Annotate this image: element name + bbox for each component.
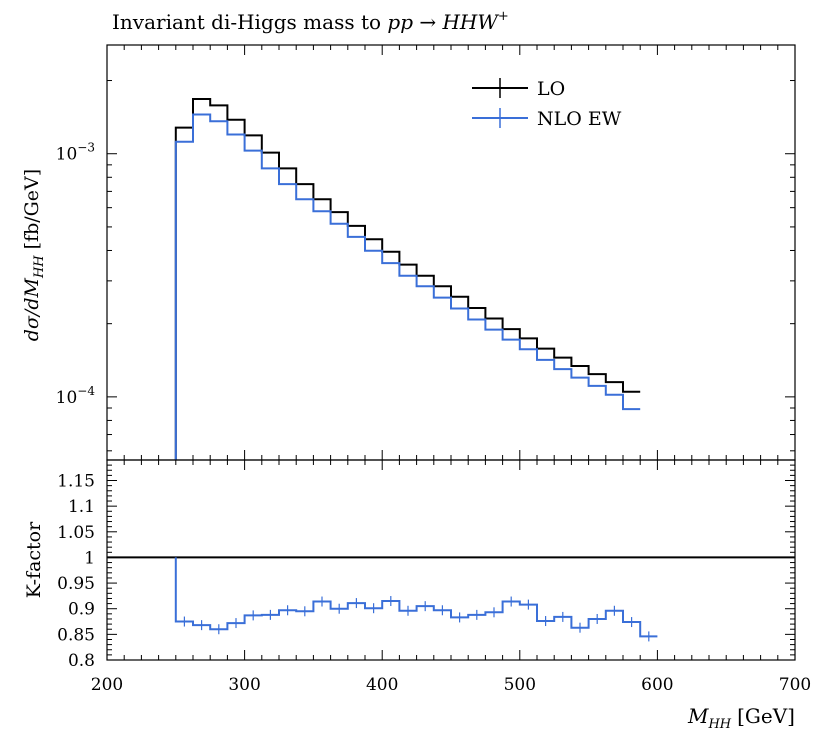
- main-series-lo-line: [174, 97, 641, 460]
- main-y-axis-label-sub: HH: [32, 255, 47, 279]
- x-tick-label: 500: [504, 675, 536, 695]
- x-tick-labels: 200 300 400 500 600 700: [91, 675, 811, 695]
- main-y-tick-label: 10−3: [56, 141, 95, 165]
- main-series-nlo-ew-line: [174, 113, 641, 460]
- ratio-y-tick-label: 0.8: [68, 651, 95, 671]
- x-axis-label-sub: HH: [707, 717, 731, 731]
- ratio-y-tick-label: 1.1: [68, 497, 95, 517]
- x-tick-label: 300: [228, 675, 260, 695]
- legend-label: NLO EW: [537, 108, 622, 130]
- x-axis-label-quantity: M: [687, 704, 709, 728]
- ratio-y-tick-label: 1.15: [57, 472, 95, 492]
- ratio-x-ticks: [106, 460, 796, 660]
- ratio-y-ticks: [107, 459, 795, 661]
- legend-label: LO: [537, 78, 565, 100]
- ratio-y-tick-label: 0.95: [57, 574, 95, 594]
- x-tick-label: 200: [91, 675, 123, 695]
- legend: LO NLO EW: [472, 78, 622, 130]
- chart-title-math: pp → HHW: [387, 10, 499, 34]
- main-y-tick-labels: 10−3 10−4: [56, 141, 96, 408]
- ratio-plot-panel: 0.8 0.85 0.9 0.95 1 1.05 1.1 1.15 200 300 400 500 6…: [57, 459, 811, 695]
- x-tick-label: 600: [641, 675, 673, 695]
- main-y-axis-label: dσ/dMHH [fb/GeV]: [21, 169, 47, 341]
- chart-title-prefix: Invariant di-Higgs mass to: [112, 10, 387, 34]
- x-axis-label: MHH [GeV]: [687, 704, 795, 731]
- ratio-y-tick-label: 1: [84, 548, 95, 568]
- main-x-ticks: [106, 45, 796, 460]
- x-axis-label-unit: [GeV]: [737, 704, 795, 728]
- main-y-axis-label-unit: [fb/GeV]: [21, 169, 43, 250]
- ratio-y-tick-label: 0.9: [68, 600, 95, 620]
- main-y-tick-label: 10−4: [56, 384, 96, 408]
- main-series-group: [174, 97, 641, 460]
- chart-title: Invariant di-Higgs mass to pp → HHW+: [112, 9, 509, 34]
- main-y-ticks: [107, 80, 795, 452]
- ratio-y-tick-labels: 0.8 0.85 0.9 0.95 1 1.05 1.1 1.15: [57, 472, 95, 671]
- ratio-y-tick-label: 1.05: [57, 523, 95, 543]
- main-plot-frame: [106, 44, 796, 461]
- ratio-y-axis-label: K-factor: [23, 521, 45, 598]
- x-tick-label: 700: [779, 675, 811, 695]
- main-plot-panel: 10−3 10−4 LO NLO EW: [56, 44, 796, 461]
- ratio-y-tick-label: 0.85: [57, 625, 95, 645]
- main-y-axis-label-quantity: dσ/dM: [21, 278, 43, 342]
- ratio-series-nlo-ew-line: [174, 557, 658, 638]
- chart-title-sup: +: [498, 9, 509, 24]
- x-tick-label: 400: [366, 675, 398, 695]
- ratio-series-group: [107, 556, 795, 642]
